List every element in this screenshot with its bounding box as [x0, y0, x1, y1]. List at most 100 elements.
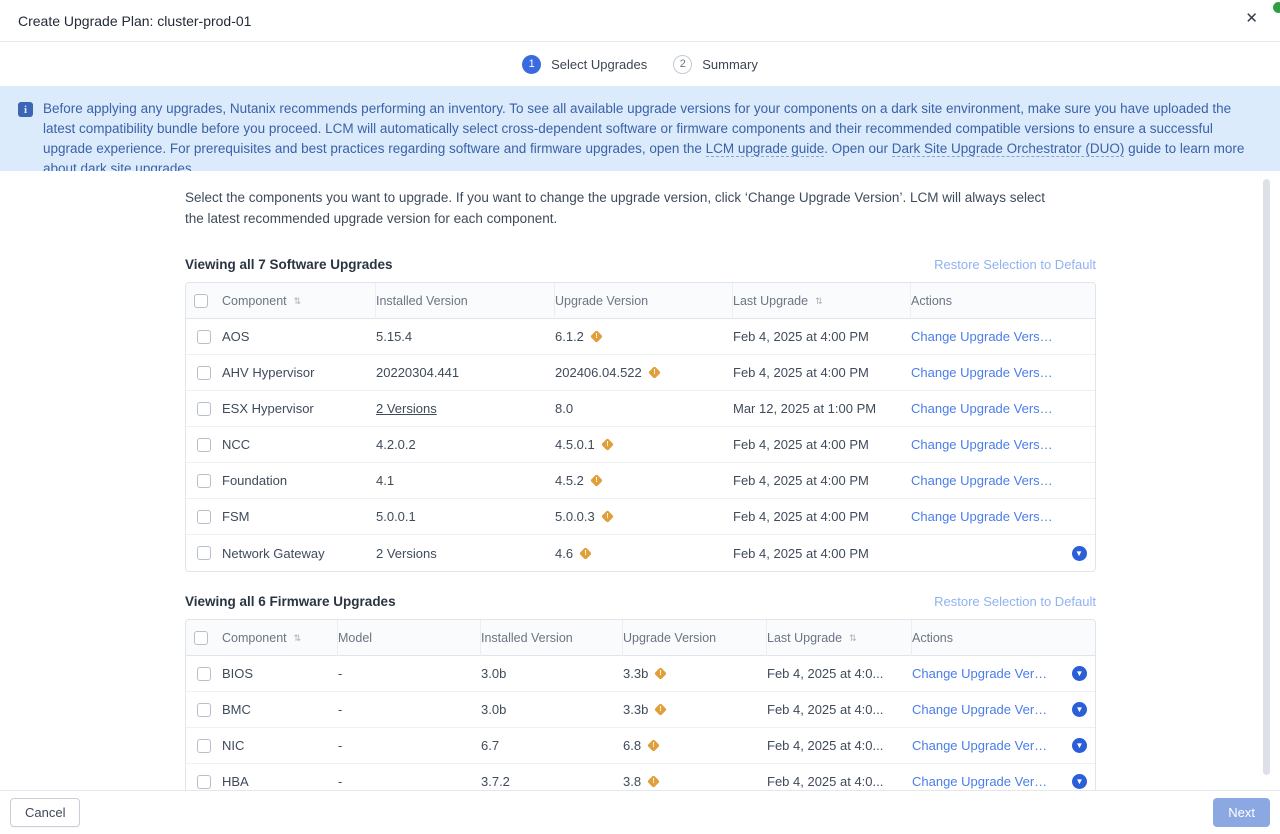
cancel-button[interactable]: Cancel	[10, 798, 81, 827]
row-expander-chevron-icon[interactable]: ▼	[1071, 545, 1087, 561]
last-upgrade: Feb 4, 2025 at 4:0...	[767, 774, 884, 789]
change-upgrade-version-link[interactable]: Change Upgrade Version	[912, 774, 1058, 789]
info-banner: i Before applying any upgrades, Nutanix …	[0, 86, 1280, 176]
table-row: AHV Hypervisor 20220304.441 202406.04.52…	[186, 355, 1095, 391]
component-name: BIOS	[222, 666, 254, 681]
row-checkbox[interactable]	[197, 666, 211, 681]
model: -	[338, 774, 343, 789]
step1-number-badge: 1	[522, 54, 542, 74]
vertical-scrollbar[interactable]	[1263, 179, 1270, 775]
step-summary[interactable]: 2 Summary	[673, 54, 758, 74]
firmware-col-model: Model	[338, 620, 481, 656]
software-section-title: Viewing all 7 Software Upgrades	[185, 257, 393, 272]
upgrade-version: 8.0	[555, 401, 574, 416]
row-checkbox[interactable]	[197, 546, 211, 560]
component-name: FSM	[222, 509, 250, 524]
sort-icon[interactable]: ⇅	[293, 632, 301, 643]
software-restore-selection-link[interactable]: Restore Selection to Default	[934, 257, 1096, 272]
firmware-upgrades-table: Component ⇅ Model Installed Version Upgra…	[185, 619, 1096, 790]
row-checkbox[interactable]	[197, 473, 211, 488]
table-row: AOS 5.15.4 6.1.2! Feb 4, 2025 at 4:00 PM…	[186, 319, 1095, 355]
last-upgrade: Feb 4, 2025 at 4:0...	[767, 702, 884, 717]
last-upgrade: Feb 4, 2025 at 4:0...	[767, 666, 884, 681]
warning-icon: !	[654, 667, 668, 680]
software-select-all-checkbox[interactable]	[194, 294, 208, 308]
installed-version: 5.0.0.1	[376, 509, 416, 524]
software-table-header: Component ⇅ Installed Version Upgrade Ver…	[186, 283, 1095, 319]
lcm-upgrade-guide-link[interactable]: LCM upgrade guide	[705, 141, 825, 157]
installed-version: 3.0b	[481, 666, 507, 681]
firmware-col-actions: Actions	[912, 631, 953, 645]
change-upgrade-version-link[interactable]: Change Upgrade Version	[911, 509, 1057, 524]
duo-guide-link[interactable]: Dark Site Upgrade Orchestrator (DUO)	[891, 141, 1125, 157]
sort-icon[interactable]: ⇅	[293, 295, 301, 306]
step2-number-badge: 2	[673, 54, 693, 74]
warning-icon: !	[579, 546, 592, 560]
row-expander-chevron-icon[interactable]: ▼	[1072, 666, 1087, 681]
change-upgrade-version-link[interactable]: Change Upgrade Version	[912, 666, 1058, 681]
upgrade-version: 4.6!	[555, 546, 733, 561]
change-upgrade-version-link[interactable]: Change Upgrade Version	[911, 329, 1057, 344]
warning-icon: !	[600, 438, 614, 451]
firmware-select-all-checkbox[interactable]	[194, 631, 208, 645]
upgrade-version: 5.0.0.3!	[555, 509, 733, 524]
firmware-col-upgrade-version: Upgrade Version	[623, 620, 767, 656]
step-select-upgrades[interactable]: 1 Select Upgrades	[522, 54, 647, 74]
row-checkbox[interactable]	[197, 365, 211, 380]
component-name: Network Gateway	[222, 545, 325, 561]
change-upgrade-version-link[interactable]: Change Upgrade Version	[911, 365, 1057, 380]
next-button[interactable]: Next	[1213, 798, 1270, 827]
warning-icon: !	[654, 703, 668, 716]
table-row: Network Gateway 2 Versions 4.6! Feb 4, 2…	[186, 535, 1095, 571]
page-title: Create Upgrade Plan: cluster-prod-01	[18, 12, 252, 29]
last-upgrade: Feb 4, 2025 at 4:00 PM	[733, 545, 869, 561]
model: -	[338, 666, 343, 681]
last-upgrade: Feb 4, 2025 at 4:0...	[767, 738, 884, 753]
sort-icon[interactable]: ⇅	[815, 295, 822, 306]
row-checkbox[interactable]	[197, 702, 211, 717]
banner-text: Before applying any upgrades, Nutanix re…	[43, 99, 1262, 176]
row-checkbox[interactable]	[197, 738, 211, 753]
installed-version: 2 Versions	[376, 545, 437, 561]
row-expander-chevron-icon[interactable]: ▼	[1072, 774, 1087, 789]
component-name: BMC	[222, 702, 251, 717]
installed-version: 3.0b	[481, 702, 507, 717]
dialog-footer: Cancel Next	[0, 790, 1280, 834]
installed-versions-link[interactable]: 2 Versions	[376, 401, 437, 416]
row-expander-chevron-icon[interactable]: ▼	[1072, 738, 1087, 753]
software-col-last-upgrade[interactable]: Last Upgrade ⇅	[733, 283, 911, 319]
change-upgrade-version-link[interactable]: Change Upgrade Version	[911, 437, 1057, 452]
firmware-restore-selection-link[interactable]: Restore Selection to Default	[934, 594, 1096, 609]
banner-text-part2: . Open our	[824, 141, 892, 156]
close-icon[interactable]: ✕	[1245, 10, 1258, 27]
component-name: Foundation	[222, 473, 288, 488]
change-upgrade-version-link[interactable]: Change Upgrade Version	[911, 473, 1057, 488]
software-col-actions: Actions	[911, 294, 952, 308]
row-checkbox[interactable]	[197, 329, 211, 344]
row-checkbox[interactable]	[197, 437, 211, 452]
warning-icon: !	[647, 739, 660, 752]
firmware-col-component[interactable]: Component ⇅	[222, 620, 338, 656]
change-upgrade-version-link[interactable]: Change Upgrade Version	[912, 702, 1058, 717]
row-checkbox[interactable]	[197, 509, 211, 524]
warning-icon: !	[600, 510, 614, 523]
last-upgrade: Feb 4, 2025 at 4:00 PM	[733, 365, 869, 380]
warning-icon: !	[647, 366, 661, 379]
row-checkbox[interactable]	[197, 401, 211, 416]
table-row: ESX Hypervisor 2 Versions 8.0 Mar 12, 20…	[186, 391, 1095, 427]
upgrade-version: 6.1.2!	[555, 329, 733, 344]
last-upgrade: Mar 12, 2025 at 1:00 PM	[733, 401, 877, 416]
last-upgrade: Feb 4, 2025 at 4:00 PM	[733, 329, 869, 344]
installed-version: 4.1	[376, 473, 395, 488]
change-upgrade-version-link[interactable]: Change Upgrade Version	[911, 401, 1057, 416]
sort-icon[interactable]: ⇅	[849, 632, 856, 643]
firmware-col-last-upgrade[interactable]: Last Upgrade ⇅	[767, 620, 912, 656]
row-checkbox[interactable]	[197, 774, 211, 789]
software-col-component[interactable]: Component ⇅	[222, 283, 376, 319]
banner-text-part1: Before applying any upgrades, Nutanix re…	[43, 101, 1232, 156]
software-upgrades-table: Component ⇅ Installed Version Upgrade Ver…	[185, 282, 1096, 572]
row-expander-chevron-icon[interactable]: ▼	[1072, 702, 1087, 717]
upgrade-version: 202406.04.522!	[555, 365, 733, 380]
change-upgrade-version-link[interactable]: Change Upgrade Version	[912, 738, 1058, 753]
last-upgrade: Feb 4, 2025 at 4:00 PM	[733, 473, 869, 488]
